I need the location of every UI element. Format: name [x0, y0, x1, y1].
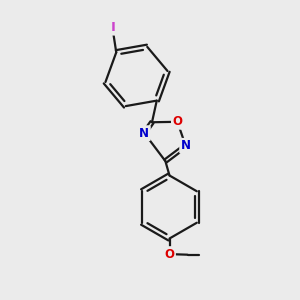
Text: N: N	[139, 127, 149, 140]
Text: O: O	[164, 248, 175, 261]
Text: I: I	[111, 21, 116, 34]
Text: N: N	[181, 139, 191, 152]
Text: O: O	[172, 115, 182, 128]
